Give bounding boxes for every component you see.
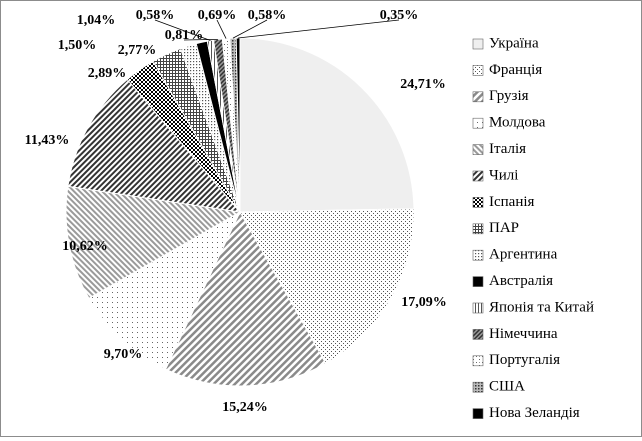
data-label-10: 1,04% [77,13,116,28]
data-label-5: 10,62% [62,239,108,254]
leader-line-13 [216,19,227,39]
leader-line-12 [183,39,218,41]
data-label-13: 0,69% [198,8,237,23]
legend-label-14: США [489,379,525,395]
data-label-4: 9,70% [104,347,143,362]
legend-swatch-14 [472,381,484,393]
data-label-2: 17,09% [401,295,447,310]
legend-label-4: Молдова [489,115,546,131]
legend-swatch-15 [472,408,484,419]
pie-slice-3 [164,210,327,387]
leader-line-14 [232,19,268,39]
pie-slice-5 [65,185,242,299]
data-label-9: 1,50% [58,38,97,53]
legend-swatch-2 [472,65,484,76]
data-label-7: 2,89% [88,66,127,81]
data-label-1: 24,71% [400,77,446,92]
data-labels: 24,71% 17,09% 15,24% 9,70% 10,62% 11,43% 2,89%… [25,8,447,415]
legend-label-3: Грузія [489,88,529,104]
legend-swatch-9 [472,249,484,261]
legend-swatch-1 [472,38,484,50]
legend-swatch-6 [472,170,484,182]
legend-swatch-12 [472,329,484,340]
leader-line-11 [154,19,211,41]
legend-label-8: ПАР [489,220,519,236]
data-label-3: 15,24% [222,400,268,415]
legend-swatch-5 [472,144,484,155]
legend-label-9: Аргентина [489,247,558,263]
legend-swatch-11 [472,302,484,314]
legend-swatch-10 [472,276,484,287]
legend-swatch-8 [472,223,484,235]
legend-label-1: Україна [489,35,539,51]
legend-label-12: Німеччина [489,326,558,342]
data-label-6: 11,43% [25,133,70,148]
data-label-15: 0,35% [380,8,419,23]
pie-slice-4 [88,210,242,370]
legend-label-2: Франція [489,62,542,78]
data-label-8: 2,77% [118,43,157,58]
legend-label-6: Чилі [489,167,518,183]
pie-slice-1 [239,37,415,213]
legend-swatch-4 [472,117,484,129]
legend-swatch-7 [472,197,484,208]
legend: Україна Франція Грузія Молдова Італія Чилі Ісп… [472,35,594,421]
data-label-11: 0,58% [136,8,175,23]
legend-swatch-13 [472,355,484,367]
legend-label-13: Португалія [489,352,560,368]
legend-swatch-3 [472,91,484,103]
pie-slice-2 [239,208,415,365]
pie-slice-6 [67,78,242,213]
data-label-14: 0,58% [248,8,287,23]
legend-label-15: Нова Зеландія [489,405,580,421]
data-label-12: 0,81% [165,28,204,43]
legend-label-10: Австралія [489,273,553,289]
legend-label-11: Японія та Китай [489,299,594,315]
legend-label-5: Італія [489,141,526,157]
legend-label-7: Іспанія [489,194,535,210]
pie-slices [65,37,415,387]
leader-line-15 [238,19,400,39]
